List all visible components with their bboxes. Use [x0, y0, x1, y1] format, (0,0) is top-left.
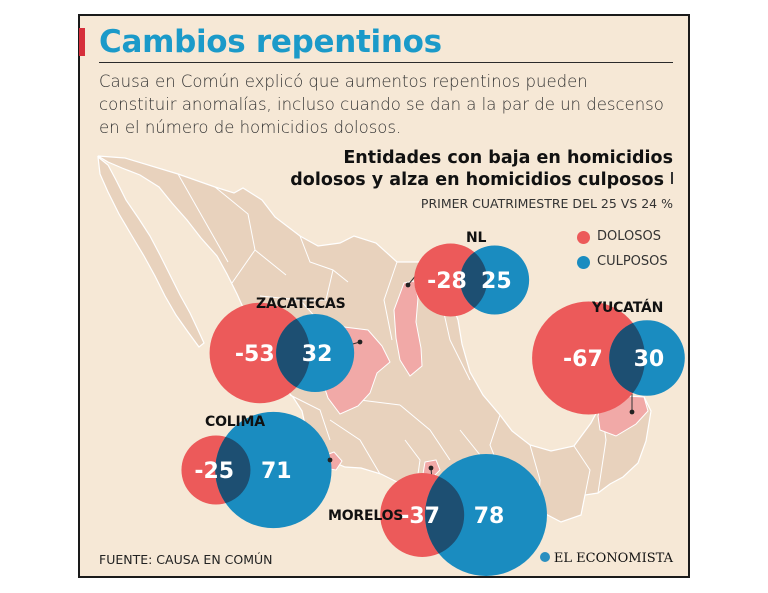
leader-dots [327, 282, 635, 471]
value-dolosos-zacatecas: -53 [235, 342, 275, 367]
value-culposos-morelos: 78 [474, 504, 505, 529]
chart-title-line2-text: dolosos y alza en homicidios culposos [290, 170, 664, 190]
leader-dot-colima [327, 457, 333, 463]
bubbles-layer: -28 25 -53 32 -67 30 -25 71 -37 78 [181, 243, 685, 576]
title-divider [671, 172, 673, 184]
brand-logo: EL ECONOMISTA [539, 551, 673, 566]
title-rule [99, 62, 673, 63]
value-dolosos-morelos: -37 [400, 504, 440, 529]
state-label-zacatecas: ZACATECAS [256, 296, 346, 312]
value-dolosos-yucatn: -67 [563, 347, 603, 372]
value-dolosos-nl: -28 [427, 269, 467, 294]
value-culposos-colima: 71 [261, 459, 292, 484]
state-label-morelos: MORELOS [328, 508, 404, 524]
brand-text: EL ECONOMISTA [553, 551, 673, 566]
leader-dot-zacatecas [357, 339, 363, 345]
state-label-yucatan: YUCATÁN [592, 300, 664, 316]
brand-mark-icon [539, 552, 550, 562]
state-label-nl: NL [466, 230, 487, 246]
legend-label-culposos: CULPOSOS [597, 254, 668, 269]
page-title: Cambios repentinos [99, 24, 442, 60]
bubble-culposos-morelos [425, 454, 547, 576]
value-culposos-nl: 25 [481, 269, 512, 294]
value-dolosos-colima: -25 [194, 459, 234, 484]
map-baja-california [97, 155, 205, 348]
legend-label-dolosos: DOLOSOS [597, 229, 661, 244]
legend-dot-culposos [577, 256, 590, 269]
chart-subtitle: PRIMER CUATRIMESTRE DEL 25 VS 24 % [420, 196, 673, 211]
bubble-overlap-nl [460, 245, 488, 315]
bubble-overlap-zacatecas [276, 313, 311, 393]
leader-dot-nl [405, 282, 411, 288]
leader-dot-yucatn [629, 409, 635, 415]
bubble-overlap-yucatn [609, 320, 646, 396]
leader-dot-morelos [428, 465, 434, 471]
title-accent-bar [79, 28, 85, 56]
bubble-dolosos-zacatecas [209, 302, 311, 404]
bubble-dolosos-yucatn [532, 301, 646, 415]
value-culposos-yucatn: 30 [634, 347, 665, 372]
source-note: FUENTE: CAUSA EN COMÚN [99, 552, 273, 567]
legend-dot-dolosos [577, 231, 590, 244]
state-label-colima: COLIMA [205, 414, 265, 430]
lede-text: Causa en Común explicó que aumentos repe… [99, 72, 664, 137]
value-culposos-zacatecas: 32 [302, 342, 333, 367]
chart-title-line1: Entidades con baja en homicidios [343, 148, 673, 168]
chart-title-line2: dolosos y alza en homicidios culposos [290, 170, 673, 190]
bubble-culposos-colima [215, 411, 332, 529]
